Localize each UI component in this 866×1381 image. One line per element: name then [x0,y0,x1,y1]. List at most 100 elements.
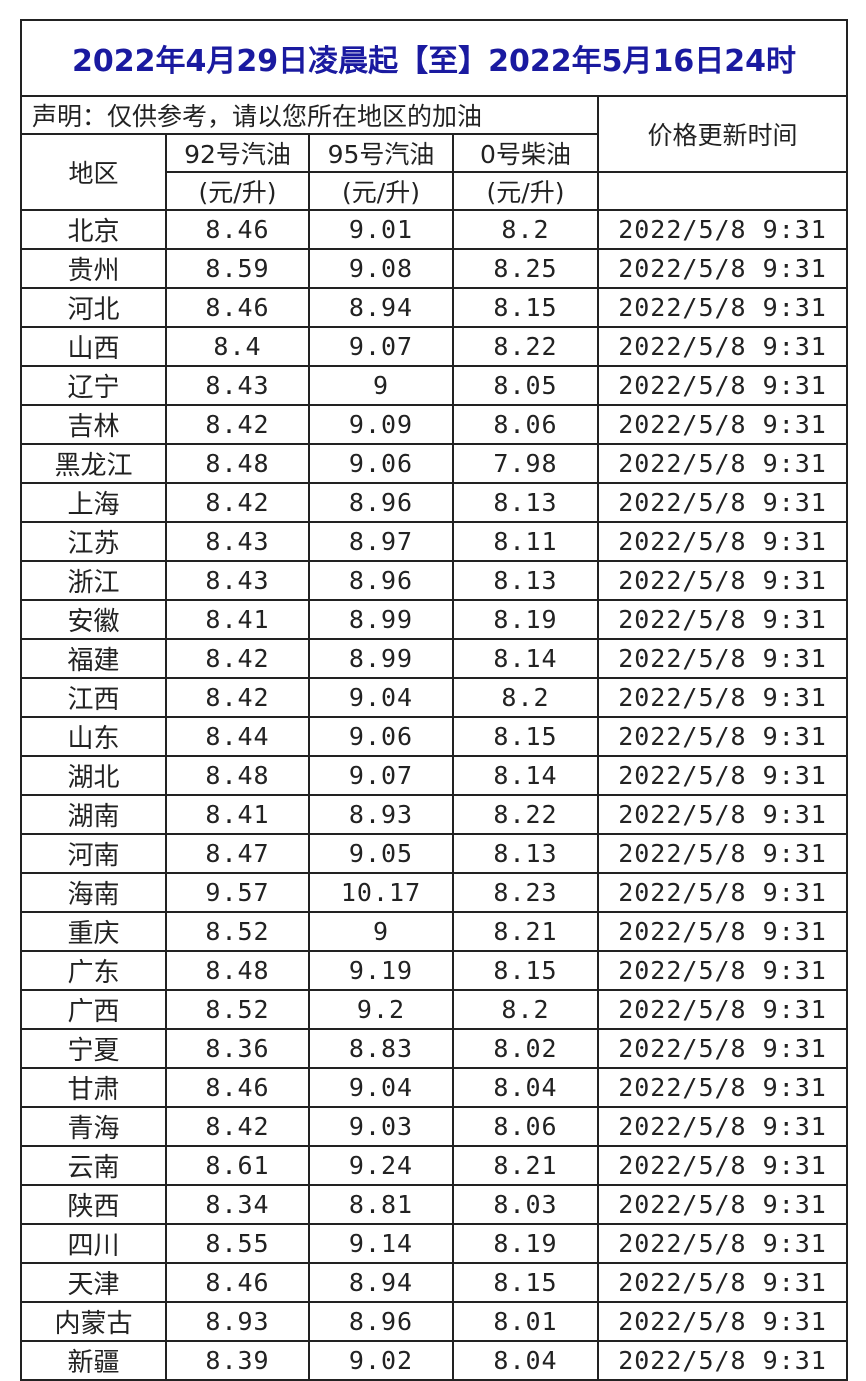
table-row: 海南 9.57 10.17 8.23 2022/5/8 9:31 [20,872,849,913]
region-cell: 青海 [20,1106,167,1147]
table-row: 辽宁 8.43 9 8.05 2022/5/8 9:31 [20,365,849,406]
gas95-price-cell: 9.01 [308,209,454,250]
diesel0-price-cell: 8.15 [452,950,599,991]
region-cell: 云南 [20,1145,167,1186]
header-gas92: 92号汽油 [165,133,310,173]
region-cell: 福建 [20,638,167,679]
region-cell: 安徽 [20,599,167,640]
table-row: 黑龙江 8.48 9.06 7.98 2022/5/8 9:31 [20,443,849,484]
diesel0-price-cell: 8.11 [452,521,599,562]
update-time-cell: 2022/5/8 9:31 [596,911,849,952]
region-cell: 新疆 [20,1340,167,1381]
diesel0-price-cell: 8.02 [452,1028,599,1069]
region-cell: 河北 [20,287,167,328]
gas92-price-cell: 8.52 [165,989,310,1030]
gas95-price-cell: 9.07 [308,755,454,796]
header-unit-gas95: (元/升) [308,171,454,211]
gas92-price-cell: 8.39 [165,1340,310,1381]
gas95-price-cell: 9.19 [308,950,454,991]
update-time-cell: 2022/5/8 9:31 [596,404,849,445]
gas95-price-cell: 8.96 [308,482,454,523]
region-cell: 黑龙江 [20,443,167,484]
gas92-price-cell: 8.41 [165,794,310,835]
gas95-price-cell: 9.08 [308,248,454,289]
diesel0-price-cell: 8.06 [452,404,599,445]
diesel0-price-cell: 8.22 [452,326,599,367]
gas95-price-cell: 9.06 [308,716,454,757]
gas92-price-cell: 8.46 [165,1067,310,1108]
table-row: 新疆 8.39 9.02 8.04 2022/5/8 9:31 [20,1340,849,1381]
update-time-cell: 2022/5/8 9:31 [596,794,849,835]
header-empty-cell [596,171,849,211]
diesel0-price-cell: 8.19 [452,1223,599,1264]
region-cell: 山西 [20,326,167,367]
diesel0-price-cell: 8.2 [452,677,599,718]
diesel0-price-cell: 8.21 [452,1145,599,1186]
update-time-cell: 2022/5/8 9:31 [596,1145,849,1186]
update-time-cell: 2022/5/8 9:31 [596,1262,849,1303]
gas92-price-cell: 8.55 [165,1223,310,1264]
gas95-price-cell: 9 [308,365,454,406]
gas92-price-cell: 8.46 [165,287,310,328]
region-cell: 湖北 [20,755,167,796]
region-cell: 吉林 [20,404,167,445]
gas92-price-cell: 8.46 [165,209,310,250]
update-time-cell: 2022/5/8 9:31 [596,1340,849,1381]
region-cell: 浙江 [20,560,167,601]
table-row: 湖北 8.48 9.07 8.14 2022/5/8 9:31 [20,755,849,796]
fuel-price-table: 2022年4月29日凌晨起【至】2022年5月16日24时 声明：仅供参考，请以… [19,19,849,1381]
gas95-price-cell: 9.03 [308,1106,454,1147]
region-cell: 重庆 [20,911,167,952]
gas95-price-cell: 8.97 [308,521,454,562]
update-time-cell: 2022/5/8 9:31 [596,521,849,562]
diesel0-price-cell: 7.98 [452,443,599,484]
header-unit-diesel0: (元/升) [452,171,599,211]
update-time-cell: 2022/5/8 9:31 [596,209,849,250]
gas92-price-cell: 8.42 [165,638,310,679]
gas92-price-cell: 8.42 [165,404,310,445]
table-row: 河北 8.46 8.94 8.15 2022/5/8 9:31 [20,287,849,328]
table-row: 青海 8.42 9.03 8.06 2022/5/8 9:31 [20,1106,849,1147]
table-row: 江西 8.42 9.04 8.2 2022/5/8 9:31 [20,677,849,718]
update-time-cell: 2022/5/8 9:31 [596,677,849,718]
update-time-cell: 2022/5/8 9:31 [596,716,849,757]
gas92-price-cell: 8.46 [165,1262,310,1303]
gas95-price-cell: 8.94 [308,1262,454,1303]
update-time-cell: 2022/5/8 9:31 [596,1301,849,1342]
region-cell: 内蒙古 [20,1301,167,1342]
gas95-price-cell: 9.04 [308,677,454,718]
update-time-cell: 2022/5/8 9:31 [596,950,849,991]
gas95-price-cell: 8.96 [308,560,454,601]
gas92-price-cell: 8.42 [165,677,310,718]
update-time-cell: 2022/5/8 9:31 [596,872,849,913]
diesel0-price-cell: 8.21 [452,911,599,952]
gas92-price-cell: 8.48 [165,755,310,796]
table-row: 重庆 8.52 9 8.21 2022/5/8 9:31 [20,911,849,952]
region-cell: 上海 [20,482,167,523]
gas92-price-cell: 8.47 [165,833,310,874]
gas95-price-cell: 9 [308,911,454,952]
region-cell: 海南 [20,872,167,913]
update-time-cell: 2022/5/8 9:31 [596,482,849,523]
table-row: 广西 8.52 9.2 8.2 2022/5/8 9:31 [20,989,849,1030]
gas95-price-cell: 8.96 [308,1301,454,1342]
region-cell: 四川 [20,1223,167,1264]
diesel0-price-cell: 8.05 [452,365,599,406]
table-row: 江苏 8.43 8.97 8.11 2022/5/8 9:31 [20,521,849,562]
gas92-price-cell: 8.44 [165,716,310,757]
diesel0-price-cell: 8.19 [452,599,599,640]
diesel0-price-cell: 8.14 [452,638,599,679]
region-cell: 山东 [20,716,167,757]
diesel0-price-cell: 8.13 [452,560,599,601]
gas95-price-cell: 8.99 [308,599,454,640]
table-row: 甘肃 8.46 9.04 8.04 2022/5/8 9:31 [20,1067,849,1108]
gas95-price-cell: 9.14 [308,1223,454,1264]
gas95-price-cell: 9.24 [308,1145,454,1186]
region-cell: 贵州 [20,248,167,289]
table-row: 天津 8.46 8.94 8.15 2022/5/8 9:31 [20,1262,849,1303]
gas95-price-cell: 9.04 [308,1067,454,1108]
gas92-price-cell: 8.43 [165,560,310,601]
region-cell: 陕西 [20,1184,167,1225]
gas95-price-cell: 9.06 [308,443,454,484]
region-cell: 甘肃 [20,1067,167,1108]
